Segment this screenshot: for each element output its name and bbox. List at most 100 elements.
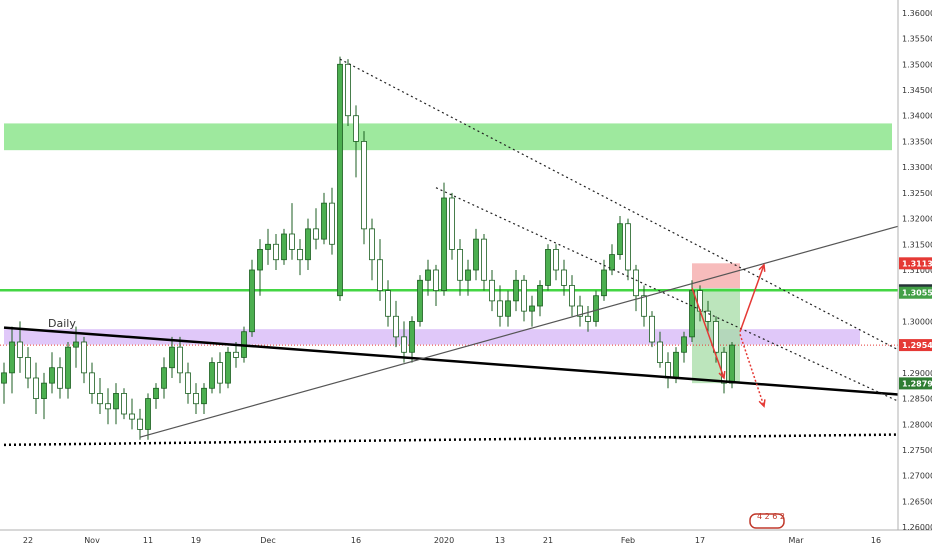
candle	[601, 259, 607, 301]
candle-body	[473, 238, 479, 271]
x-tick-label: Feb	[621, 536, 635, 545]
candle	[97, 378, 103, 414]
candle-body	[41, 382, 47, 399]
candle-body	[73, 341, 79, 348]
candle-body	[433, 269, 439, 291]
candle	[169, 336, 175, 378]
candle	[353, 105, 359, 178]
x-tick-label: 2020	[434, 536, 454, 545]
candle-body	[457, 249, 463, 281]
candle-body	[505, 300, 511, 317]
candle	[377, 239, 383, 301]
x-tick-label: Dec	[260, 536, 275, 545]
candle	[161, 357, 167, 399]
candle	[721, 347, 727, 394]
price-badge-bg	[899, 286, 932, 299]
candle-body	[137, 418, 143, 430]
candle-body	[489, 279, 495, 302]
y-tick-label: 1.32000	[902, 215, 932, 224]
y-tick-label: 1.30000	[902, 317, 932, 326]
candle	[449, 192, 455, 260]
candle-body	[481, 238, 487, 281]
candle	[153, 383, 159, 409]
candle	[513, 270, 519, 312]
candle-body	[129, 413, 135, 420]
candle	[593, 290, 599, 327]
candle-body	[521, 279, 527, 312]
candle	[49, 352, 55, 394]
candle-body	[569, 285, 575, 307]
candle	[137, 408, 143, 440]
price-badge-bg	[899, 257, 932, 270]
x-tick-label: Nov	[84, 536, 100, 545]
arrow-shaft	[691, 287, 725, 379]
candle-body	[385, 290, 391, 317]
y-tick-label: 1.35000	[902, 60, 932, 69]
candle-body	[529, 305, 535, 312]
candle	[537, 280, 543, 317]
candle-body	[113, 393, 119, 410]
price-badge-label: 1.30558	[902, 289, 932, 298]
candle-body	[417, 279, 423, 322]
candle	[81, 336, 87, 384]
x-tick-label: 11	[143, 536, 153, 545]
candle	[57, 357, 63, 399]
y-tick-label: 1.32500	[902, 189, 932, 198]
candle-body	[657, 341, 663, 363]
arrow-shaft	[739, 264, 765, 332]
candle-body	[465, 269, 471, 281]
candle	[625, 218, 631, 281]
candle-body	[161, 367, 167, 389]
zone-support	[4, 329, 860, 345]
watermark-text: 4 2 6 2	[757, 512, 785, 521]
candle-body	[721, 351, 727, 384]
candle-body	[209, 362, 215, 389]
candle-body	[337, 63, 343, 297]
candle	[25, 347, 31, 389]
trendline-0	[3, 326, 899, 396]
candle	[33, 362, 39, 414]
candle-body	[609, 254, 615, 271]
candle	[337, 56, 343, 301]
candle	[385, 280, 391, 327]
y-tick-label: 1.27000	[902, 472, 932, 481]
candle	[425, 259, 431, 296]
zone-resistance	[4, 123, 892, 151]
candle-body	[9, 341, 15, 374]
candle-body	[513, 279, 519, 302]
candle	[225, 347, 231, 389]
x-tick-label: 13	[495, 536, 505, 545]
candle	[489, 270, 495, 312]
candle	[633, 264, 639, 312]
y-tick-label: 1.35500	[902, 35, 932, 44]
candle	[417, 275, 423, 327]
candle-body	[321, 202, 327, 240]
candle	[233, 342, 239, 368]
y-tick-label: 1.34000	[902, 112, 932, 121]
candle-body	[201, 387, 207, 405]
candle	[473, 228, 479, 281]
candle-body	[97, 393, 103, 405]
candle-body	[65, 346, 71, 389]
candle-body	[169, 346, 175, 369]
trendline-1	[139, 225, 899, 438]
y-tick-label: 1.29000	[902, 369, 932, 378]
candle	[297, 239, 303, 276]
candle-body	[697, 290, 703, 312]
candle-body	[689, 290, 695, 338]
candle	[409, 316, 415, 363]
x-tick-label: Mar	[788, 536, 804, 545]
candle-body	[425, 269, 431, 281]
y-tick-label: 1.34500	[902, 86, 932, 95]
candle	[401, 321, 407, 363]
y-tick-label: 1.33500	[902, 137, 932, 146]
y-tick-label: 1.36000	[902, 9, 932, 18]
x-tick-label: 17	[695, 536, 705, 545]
candle-body	[393, 315, 399, 338]
candle-body	[729, 344, 735, 384]
candle-body	[617, 223, 623, 255]
candle	[369, 218, 375, 281]
zone-stop	[692, 263, 740, 288]
candle	[345, 59, 351, 126]
